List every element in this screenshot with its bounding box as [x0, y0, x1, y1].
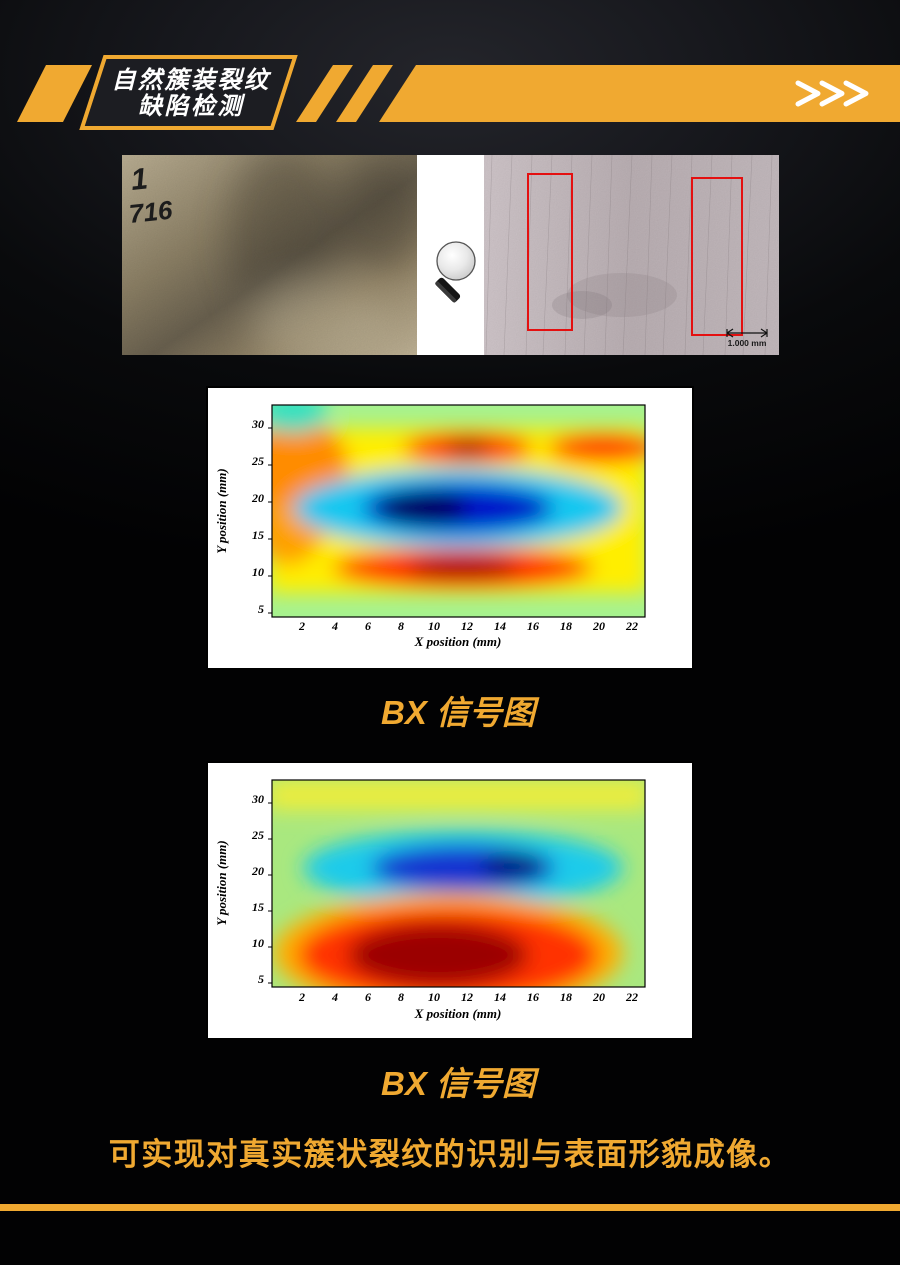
svg-text:30: 30: [251, 417, 264, 431]
svg-text:22: 22: [625, 990, 638, 1004]
svg-text:16: 16: [527, 619, 539, 633]
svg-text:716: 716: [127, 195, 174, 229]
svg-text:14: 14: [494, 619, 506, 633]
svg-text:5: 5: [258, 972, 264, 986]
svg-text:缺陷检测: 缺陷检测: [138, 93, 245, 120]
svg-text:8: 8: [398, 990, 404, 1004]
svg-text:X position (mm): X position (mm): [414, 1006, 502, 1021]
svg-text:Y position (mm): Y position (mm): [214, 468, 229, 553]
svg-text:自然簇装裂纹: 自然簇装裂纹: [112, 67, 272, 94]
svg-text:12: 12: [461, 990, 473, 1004]
svg-text:20: 20: [592, 619, 605, 633]
svg-text:12: 12: [461, 619, 473, 633]
svg-text:5: 5: [258, 602, 264, 616]
svg-text:20: 20: [592, 990, 605, 1004]
svg-text:25: 25: [251, 828, 264, 842]
svg-text:20: 20: [251, 864, 264, 878]
svg-text:10: 10: [428, 619, 440, 633]
svg-text:6: 6: [365, 990, 371, 1004]
svg-text:18: 18: [560, 619, 572, 633]
svg-text:25: 25: [251, 454, 264, 468]
svg-text:X position (mm): X position (mm): [414, 634, 502, 649]
svg-text:1: 1: [129, 162, 149, 197]
svg-text:20: 20: [251, 491, 264, 505]
svg-text:15: 15: [252, 528, 264, 542]
svg-text:14: 14: [494, 990, 506, 1004]
svg-text:2: 2: [298, 990, 305, 1004]
svg-text:4: 4: [331, 990, 338, 1004]
svg-text:15: 15: [252, 900, 264, 914]
svg-text:2: 2: [298, 619, 305, 633]
svg-text:10: 10: [252, 565, 264, 579]
svg-text:6: 6: [365, 619, 371, 633]
svg-text:16: 16: [527, 990, 539, 1004]
svg-text:Y position (mm): Y position (mm): [214, 840, 229, 925]
svg-text:30: 30: [251, 792, 264, 806]
svg-text:10: 10: [428, 990, 440, 1004]
svg-text:18: 18: [560, 990, 572, 1004]
svg-text:4: 4: [331, 619, 338, 633]
svg-text:1.000 mm: 1.000 mm: [728, 338, 767, 348]
svg-text:8: 8: [398, 619, 404, 633]
svg-text:10: 10: [252, 936, 264, 950]
svg-text:22: 22: [625, 619, 638, 633]
